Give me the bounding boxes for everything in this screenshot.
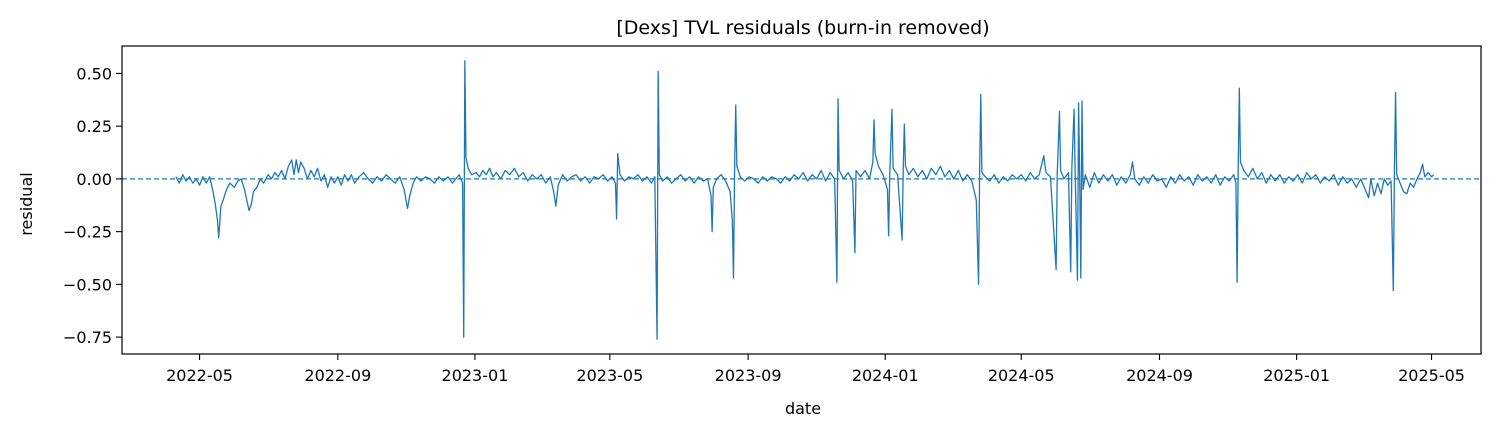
y-tick-label: 0.50 (76, 64, 112, 83)
x-tick-label: 2024-01 (852, 366, 919, 385)
axes-frame (121, 45, 1482, 355)
x-tick-label: 2023-05 (576, 366, 643, 385)
plot-area: 2022-05 2022-09 2023-01 2023-05 2023-09 2024-… (63, 45, 1482, 385)
y-tick-label: −0.75 (63, 328, 112, 347)
x-tick-label: 2023-01 (442, 366, 509, 385)
series-line-0 (175, 60, 1435, 340)
x-axis-label: date (785, 399, 821, 418)
x-tick-label: 2023-09 (715, 366, 782, 385)
x-tick-label: 2025-05 (1398, 366, 1465, 385)
y-tick-label: −0.25 (63, 223, 112, 242)
x-tick-label: 2022-05 (166, 366, 233, 385)
y-tick-label: −0.50 (63, 275, 112, 294)
x-tick-label: 2024-05 (988, 366, 1055, 385)
x-tick-label: 2025-01 (1263, 366, 1330, 385)
x-tick-label: 2024-09 (1126, 366, 1193, 385)
y-tick-label: 0.25 (76, 117, 112, 136)
y-axis-label: residual (17, 172, 36, 235)
y-tick-label: 0.00 (76, 170, 112, 189)
x-tick-label: 2022-09 (304, 366, 371, 385)
chart-title: [Dexs] TVL residuals (burn-in removed) (616, 17, 989, 39)
